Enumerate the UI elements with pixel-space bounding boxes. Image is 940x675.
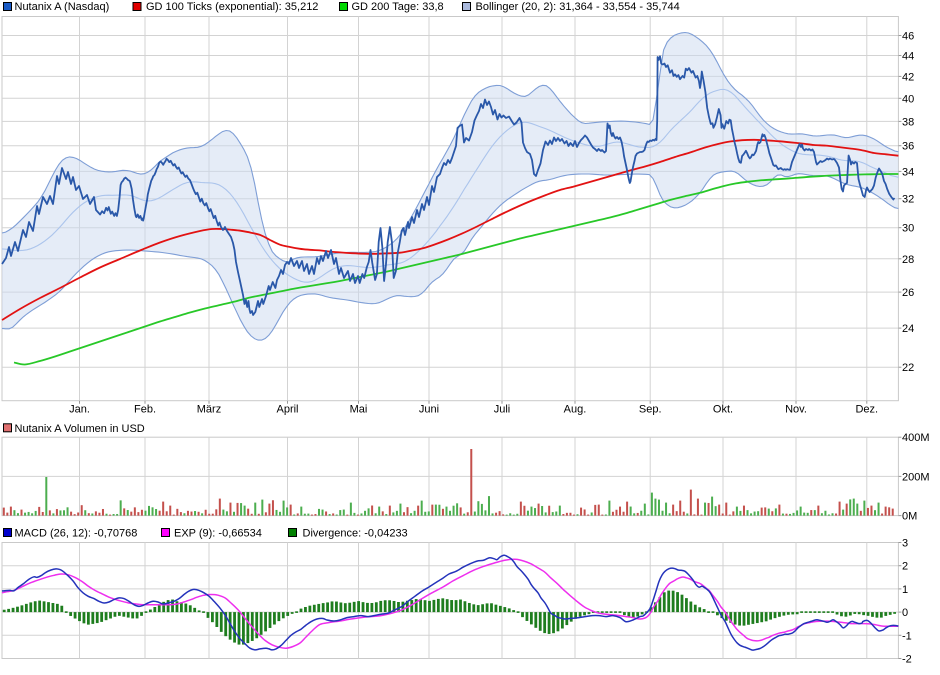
svg-text:Nutanix A Volumen in USD: Nutanix A Volumen in USD bbox=[15, 423, 145, 435]
svg-text:-2: -2 bbox=[902, 654, 912, 666]
svg-text:32: 32 bbox=[902, 194, 914, 206]
svg-text:Mai: Mai bbox=[350, 404, 368, 416]
svg-text:26: 26 bbox=[902, 287, 914, 299]
svg-text:Sep.: Sep. bbox=[639, 404, 662, 416]
svg-text:Juli: Juli bbox=[494, 404, 511, 416]
svg-text:MACD (26, 12): -0,70768: MACD (26, 12): -0,70768 bbox=[15, 528, 138, 540]
svg-text:200M: 200M bbox=[902, 471, 930, 483]
svg-text:GD 200 Tage: 33,8: GD 200 Tage: 33,8 bbox=[352, 1, 444, 13]
svg-text:3: 3 bbox=[902, 538, 908, 550]
svg-text:Aug.: Aug. bbox=[564, 404, 587, 416]
svg-text:EXP (9): -0,66534: EXP (9): -0,66534 bbox=[174, 528, 262, 540]
svg-text:2: 2 bbox=[902, 561, 908, 573]
svg-text:38: 38 bbox=[902, 116, 914, 128]
svg-text:24: 24 bbox=[902, 323, 914, 335]
svg-text:42: 42 bbox=[902, 71, 914, 83]
svg-text:28: 28 bbox=[902, 254, 914, 266]
svg-text:400M: 400M bbox=[902, 432, 930, 444]
svg-text:22: 22 bbox=[902, 362, 914, 374]
svg-text:Juni: Juni bbox=[419, 404, 439, 416]
svg-text:0: 0 bbox=[902, 607, 908, 619]
svg-text:Nutanix A (Nasdaq): Nutanix A (Nasdaq) bbox=[15, 1, 110, 13]
svg-text:0M: 0M bbox=[902, 511, 917, 523]
svg-text:April: April bbox=[276, 404, 298, 416]
svg-text:Nov.: Nov. bbox=[785, 404, 807, 416]
svg-text:44: 44 bbox=[902, 51, 914, 63]
svg-text:März: März bbox=[197, 404, 221, 416]
svg-text:-1: -1 bbox=[902, 630, 912, 642]
svg-text:Jan.: Jan. bbox=[69, 404, 90, 416]
svg-text:Divergence: -0,04233: Divergence: -0,04233 bbox=[303, 528, 408, 540]
svg-text:Bollinger (20, 2): 31,364 - 33: Bollinger (20, 2): 31,364 - 33,554 - 35,… bbox=[476, 1, 680, 13]
svg-text:Okt.: Okt. bbox=[713, 404, 733, 416]
svg-text:GD 100 Ticks (exponential): 35: GD 100 Ticks (exponential): 35,212 bbox=[146, 1, 318, 13]
svg-text:Dez.: Dez. bbox=[855, 404, 878, 416]
svg-text:36: 36 bbox=[902, 141, 914, 153]
svg-text:1: 1 bbox=[902, 584, 908, 596]
svg-text:Feb.: Feb. bbox=[134, 404, 156, 416]
svg-text:46: 46 bbox=[902, 31, 914, 43]
svg-text:30: 30 bbox=[902, 223, 914, 235]
svg-text:34: 34 bbox=[902, 166, 914, 178]
svg-text:40: 40 bbox=[902, 93, 914, 105]
